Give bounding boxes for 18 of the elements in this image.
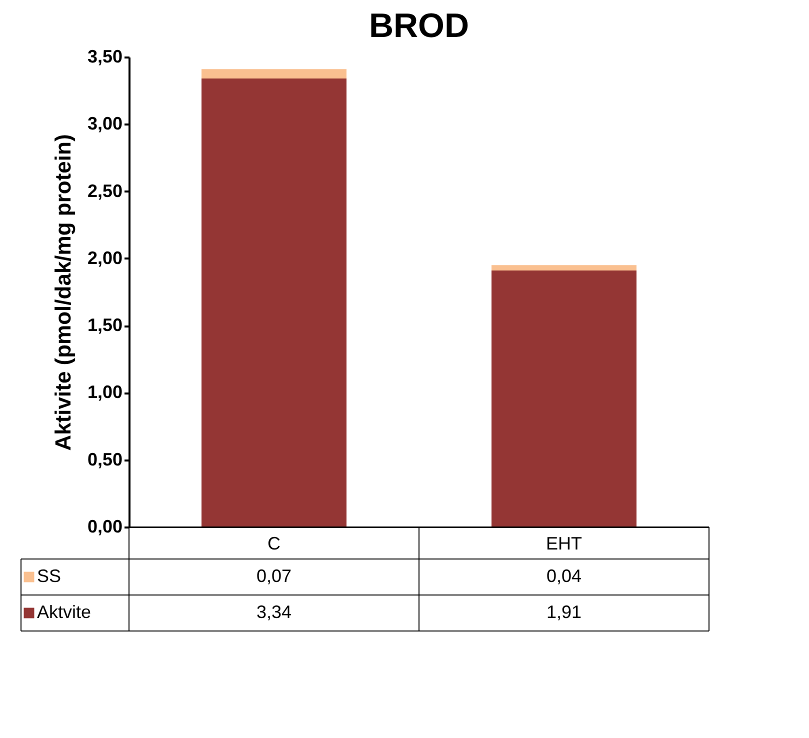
legend-label: SS [37,566,62,586]
y-tick-label: 0,00 [87,516,122,536]
y-tick-label: 3,00 [87,114,122,134]
y-tick-label: 1,00 [87,382,122,402]
x-tick-label: C [268,534,280,554]
data-label: 0,07 [256,566,292,586]
legend-label: Aktvite [37,602,92,622]
y-tick-label: 0,50 [87,449,122,470]
y-tick-label: 1,50 [87,315,122,336]
chart-title: BROD [368,7,470,45]
y-tick-label: 3,50 [87,46,122,66]
data-label: 0,04 [546,566,582,586]
y-axis-title: Aktivite (pmol/dak/mg protein) [50,134,76,451]
data-label: 3,34 [256,602,292,622]
y-tick-label: 2,00 [87,248,122,268]
data-label: 1,91 [546,602,582,622]
y-tick-label: 2,50 [87,180,122,201]
x-tick-label: EHT [546,534,582,554]
